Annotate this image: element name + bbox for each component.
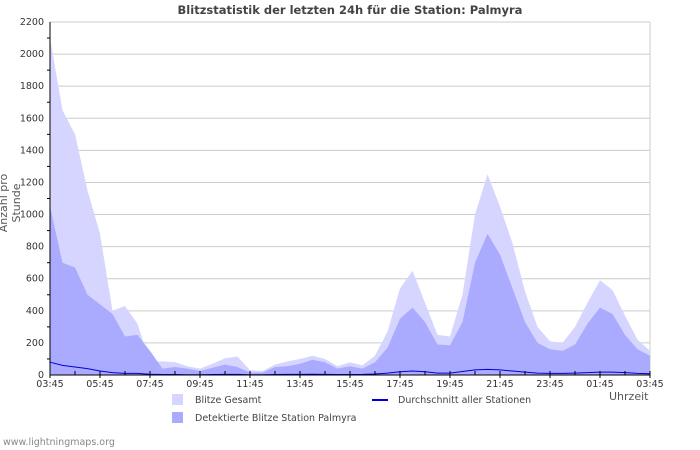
x-tick-label: 07:45 — [136, 379, 163, 390]
x-tick-label: 23:45 — [536, 379, 563, 390]
y-tick-label: 600 — [26, 274, 44, 285]
x-tick-label: 11:45 — [236, 379, 263, 390]
area-station-palmyra — [50, 206, 650, 375]
y-tick-label: 2000 — [20, 49, 44, 60]
x-tick-label: 17:45 — [386, 379, 413, 390]
y-tick-label: 1200 — [20, 177, 44, 188]
x-tick-label: 19:45 — [436, 379, 463, 390]
area-blitze-gesamt — [50, 38, 650, 375]
x-tick-label: 05:45 — [86, 379, 113, 390]
legend-swatch-total — [172, 394, 183, 405]
x-tick-label: 09:45 — [186, 379, 213, 390]
x-axis-label: Uhrzeit — [609, 390, 649, 403]
y-tick-label: 800 — [26, 242, 44, 253]
y-tick-label: 2200 — [20, 17, 44, 28]
y-tick-label: 1000 — [20, 210, 44, 221]
legend-station: Detektierte Blitze Station Palmyra — [195, 413, 357, 424]
x-tick-label: 13:45 — [286, 379, 313, 390]
x-tick-label: 21:45 — [486, 379, 513, 390]
y-tick-label: 0 — [38, 370, 44, 381]
legend-average: Durchschnitt aller Stationen — [398, 395, 532, 406]
footer-link[interactable]: www.lightningmaps.org — [3, 437, 115, 448]
y-tick-label: 1600 — [20, 113, 44, 124]
chart-title: Blitzstatistik der letzten 24h für die S… — [177, 3, 523, 17]
x-tick-label: 03:45 — [636, 379, 663, 390]
legend-total: Blitze Gesamt — [195, 395, 262, 406]
legend-swatch-station — [172, 412, 183, 423]
legend-swatch-average — [372, 399, 388, 401]
y-tick-label: 1400 — [20, 145, 44, 156]
y-tick-label: 200 — [26, 338, 44, 349]
x-tick-label: 03:45 — [36, 379, 63, 390]
y-tick-label: 400 — [26, 306, 44, 317]
y-tick-label: 1800 — [20, 81, 44, 92]
x-tick-label: 01:45 — [586, 379, 613, 390]
x-tick-label: 15:45 — [336, 379, 363, 390]
